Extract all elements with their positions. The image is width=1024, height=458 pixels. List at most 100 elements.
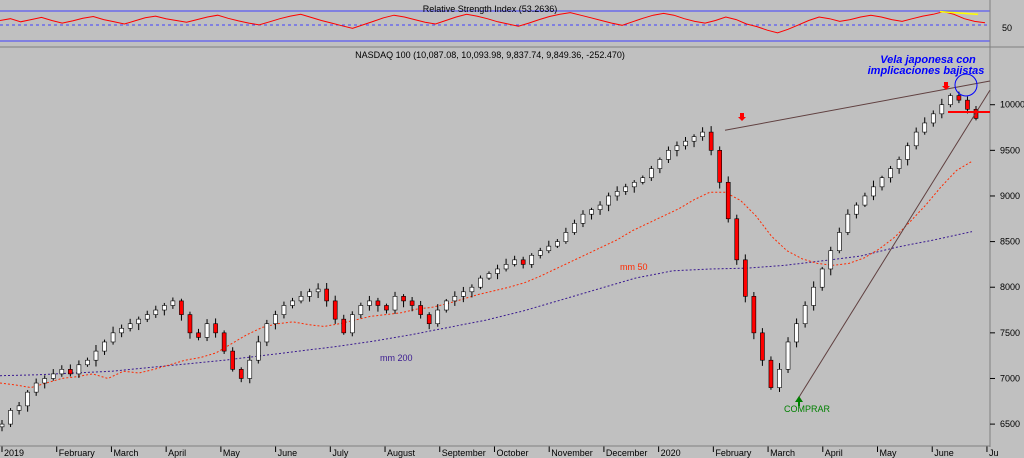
annotation-line-2: implicaciones bajistas bbox=[868, 65, 985, 77]
nasdaq-title: NASDAQ 100 (10,087.08, 10,093.98, 9,837.… bbox=[355, 50, 625, 60]
price-candle bbox=[486, 271, 492, 281]
price-candle bbox=[221, 330, 227, 354]
support-trendline bbox=[796, 89, 991, 401]
rsi-line bbox=[0, 11, 986, 34]
y-tick-label: 6500 bbox=[1000, 419, 1020, 429]
x-tick-label: April bbox=[825, 448, 843, 458]
x-tick-label: June bbox=[934, 448, 954, 458]
rsi-tick-50: 50 bbox=[1002, 23, 1012, 33]
price-candle bbox=[307, 288, 312, 302]
price-candle bbox=[666, 146, 671, 164]
x-tick-label: May bbox=[880, 448, 898, 458]
mm50-line bbox=[0, 160, 973, 389]
nasdaq-panel: NASDAQ 100 (10,087.08, 10,093.98, 9,837.… bbox=[0, 50, 1024, 458]
price-candle bbox=[631, 180, 637, 193]
price-candle bbox=[358, 302, 364, 319]
price-candle bbox=[76, 360, 82, 378]
price-candle bbox=[785, 337, 791, 373]
price-candle bbox=[443, 298, 449, 313]
y-tick-label: 7500 bbox=[1000, 328, 1020, 338]
price-candle bbox=[871, 180, 876, 201]
x-tick-label: 2019 bbox=[4, 448, 24, 458]
x-tick-label: March bbox=[770, 448, 795, 458]
price-candle bbox=[238, 367, 244, 383]
price-candle bbox=[298, 291, 304, 304]
x-tick-label: November bbox=[551, 448, 593, 458]
price-candle bbox=[273, 310, 278, 330]
price-candle bbox=[717, 146, 722, 189]
comprar-label: COMPRAR bbox=[784, 404, 831, 414]
price-candle bbox=[375, 297, 381, 312]
price-candle bbox=[939, 98, 945, 119]
price-candle bbox=[367, 295, 372, 311]
y-tick-label: 8000 bbox=[1000, 282, 1020, 292]
price-candle bbox=[811, 281, 816, 311]
price-candle bbox=[341, 314, 347, 335]
price-candle bbox=[110, 326, 116, 345]
price-candle bbox=[204, 319, 210, 342]
price-candle bbox=[589, 207, 594, 220]
price-candle bbox=[888, 165, 893, 183]
price-candle bbox=[196, 328, 201, 341]
price-candle bbox=[247, 355, 253, 384]
price-candle bbox=[290, 297, 295, 309]
price-candle bbox=[93, 344, 99, 367]
price-candle bbox=[854, 202, 859, 219]
price-candle bbox=[384, 303, 389, 314]
price-candle bbox=[461, 286, 466, 303]
price-candle bbox=[614, 186, 620, 201]
buy-arrow-icon bbox=[795, 396, 803, 406]
price-candle bbox=[8, 408, 13, 428]
mm200-line bbox=[0, 231, 973, 377]
price-candle bbox=[264, 319, 270, 347]
price-candle bbox=[170, 297, 176, 309]
price-candle bbox=[409, 297, 415, 312]
x-tick-label: 2020 bbox=[661, 448, 681, 458]
y-tick-label: 9000 bbox=[1000, 191, 1020, 201]
price-candle bbox=[580, 210, 586, 228]
price-candle bbox=[315, 283, 321, 299]
rsi-bearish-trendline bbox=[939, 10, 979, 16]
price-candle bbox=[332, 295, 338, 324]
x-tick-label: Ju bbox=[989, 448, 999, 458]
price-candle bbox=[836, 227, 842, 254]
x-tick-label: September bbox=[442, 448, 486, 458]
down-arrow-icon bbox=[738, 113, 746, 121]
price-candle bbox=[948, 93, 953, 108]
price-candle bbox=[563, 227, 569, 244]
x-tick-label: May bbox=[223, 448, 241, 458]
price-candle bbox=[683, 136, 688, 150]
price-candle bbox=[119, 324, 124, 338]
price-candle bbox=[845, 209, 851, 236]
price-candle bbox=[452, 291, 458, 306]
price-candle bbox=[495, 264, 500, 280]
price-candle bbox=[879, 175, 885, 191]
price-candle bbox=[734, 214, 740, 265]
y-tick-label: 9500 bbox=[1000, 145, 1020, 155]
x-tick-label: February bbox=[715, 448, 752, 458]
price-candle bbox=[392, 291, 398, 314]
x-tick-label: March bbox=[113, 448, 138, 458]
price-candle bbox=[401, 294, 406, 308]
price-candle bbox=[913, 127, 919, 150]
price-candle bbox=[187, 311, 193, 339]
price-candle bbox=[349, 311, 355, 337]
x-tick-label: October bbox=[496, 448, 528, 458]
price-candle bbox=[623, 183, 629, 195]
price-candle bbox=[640, 175, 646, 185]
price-candle bbox=[213, 318, 218, 338]
price-candle bbox=[760, 328, 765, 366]
price-candle bbox=[281, 301, 287, 319]
price-candle bbox=[50, 369, 56, 381]
price-candle bbox=[751, 292, 757, 340]
x-tick-label: June bbox=[278, 448, 298, 458]
price-candle bbox=[700, 127, 705, 141]
price-candle bbox=[418, 300, 423, 319]
price-candle bbox=[649, 165, 654, 181]
price-candle bbox=[555, 239, 560, 248]
rsi-panel: Relative Strength Index (53.2636) 50 bbox=[0, 4, 1012, 42]
y-tick-label: 8500 bbox=[1000, 237, 1020, 247]
price-candle bbox=[725, 176, 731, 223]
price-candle bbox=[777, 363, 782, 392]
price-candle bbox=[546, 240, 552, 254]
